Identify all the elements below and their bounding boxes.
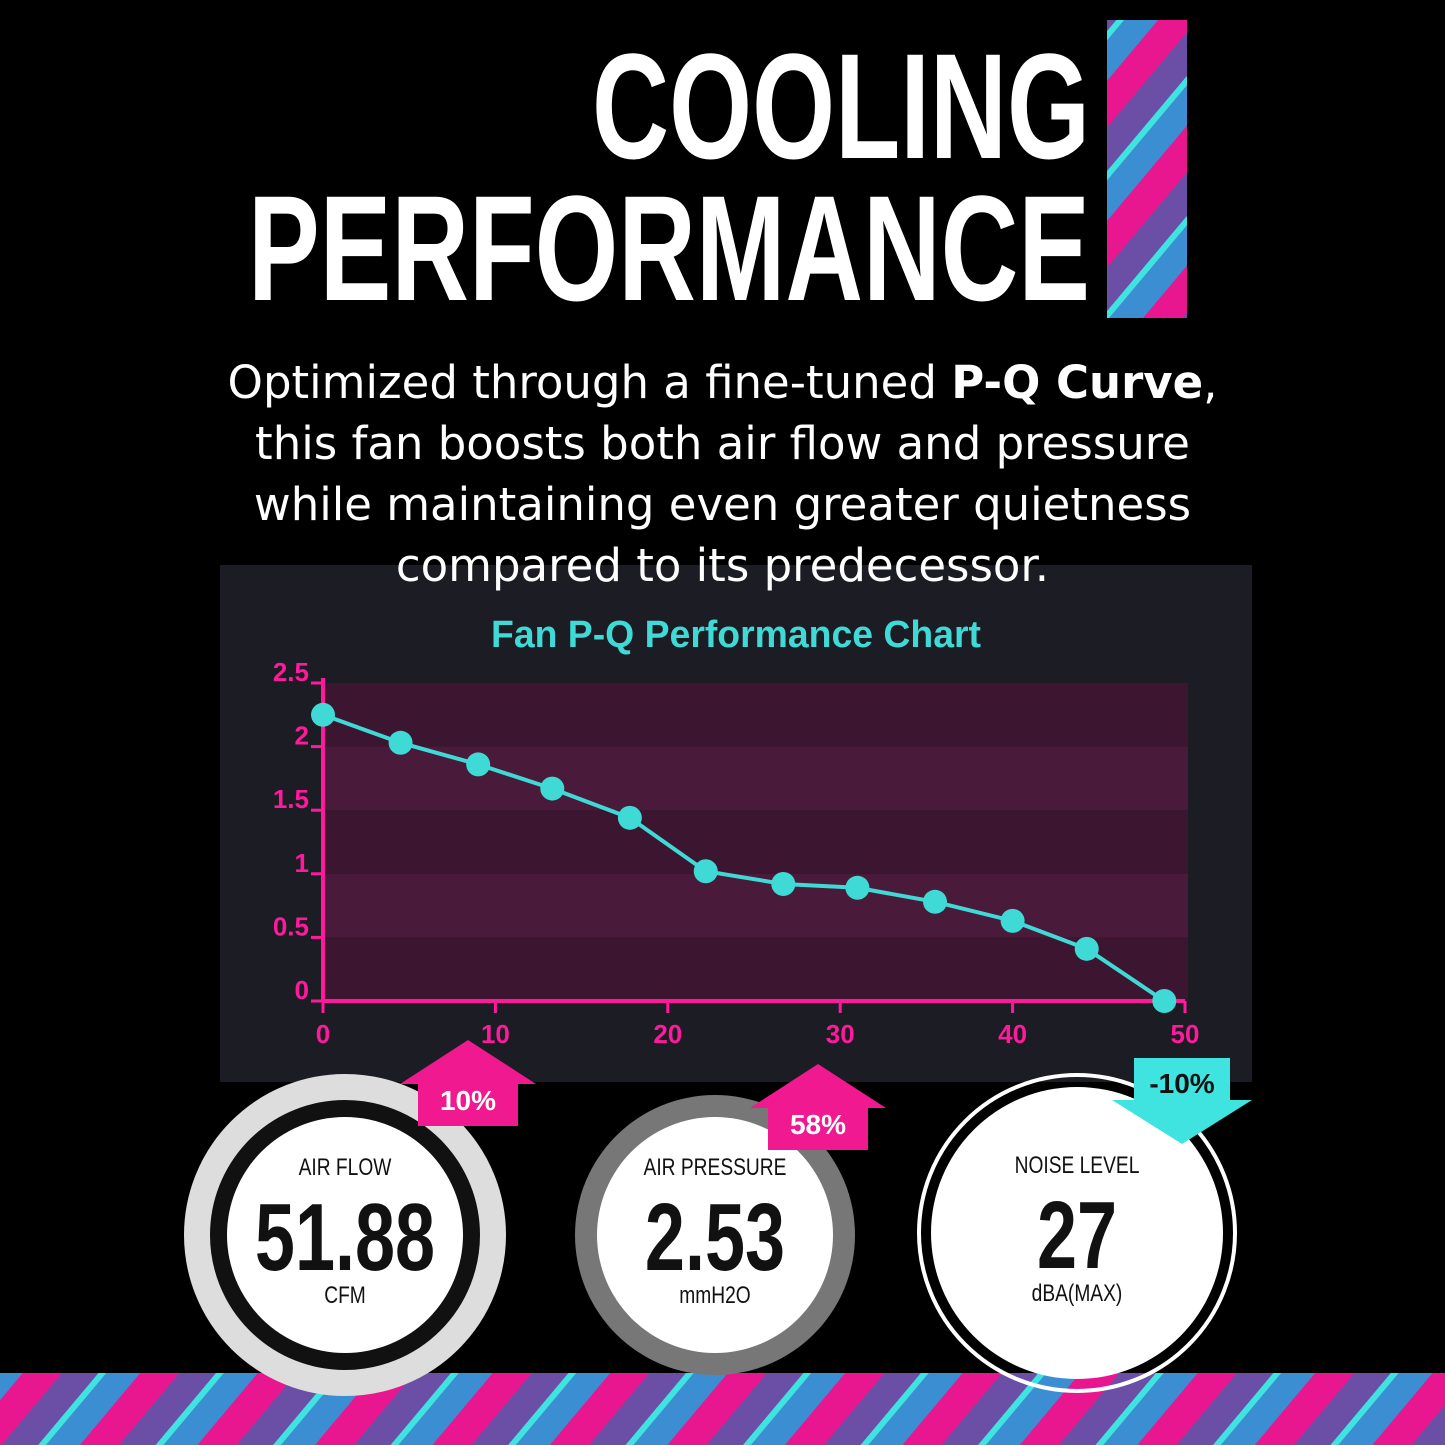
x-tick-label: 30 <box>826 1019 855 1049</box>
stat-unit: CFM <box>324 1281 366 1309</box>
grid-band <box>323 937 1188 1001</box>
point <box>388 730 413 755</box>
x-tick-label: 50 <box>1171 1019 1200 1049</box>
y-tick-label: 2.5 <box>273 657 309 687</box>
arrow <box>750 1064 886 1150</box>
stat-label: AIR FLOW <box>299 1153 392 1181</box>
x-tick-label: 20 <box>653 1019 682 1049</box>
point <box>1152 989 1177 1013</box>
description-segment: P-Q Curve <box>951 356 1204 409</box>
arrow <box>1112 1058 1252 1144</box>
point <box>923 889 948 914</box>
chart-title: Fan P-Q Performance Chart <box>491 614 981 656</box>
y-tick-label: 1.5 <box>273 784 309 814</box>
point <box>311 702 335 727</box>
stripe-banner <box>1107 20 1187 318</box>
y-tick-label: 1 <box>295 848 309 878</box>
stat-label: AIR PRESSURE <box>644 1153 787 1181</box>
description: Optimized through a fine-tuned P-Q Curve… <box>190 352 1255 596</box>
point <box>617 805 642 830</box>
change-label: 58% <box>790 1109 846 1140</box>
stat-unit: mmH2O <box>679 1281 750 1309</box>
description-segment: , this fan boosts both air flow and pres… <box>253 356 1218 592</box>
grid-band <box>323 683 1188 747</box>
stat-unit: dBA(MAX) <box>1032 1279 1123 1307</box>
ring <box>917 1073 1237 1393</box>
description-segment: Optimized through a fine-tuned <box>227 356 952 409</box>
badge <box>931 1087 1223 1379</box>
grid-band <box>323 746 1188 811</box>
point <box>1000 908 1025 933</box>
y-tick-label: 0 <box>295 975 309 1005</box>
point <box>540 776 565 801</box>
point <box>693 859 718 884</box>
stat-label: NOISE LEVEL <box>1015 1151 1140 1179</box>
point <box>466 752 491 777</box>
x-tick-label: 0 <box>316 1019 330 1049</box>
stripe-footer <box>0 1373 1445 1445</box>
point <box>845 875 870 900</box>
y-tick-label: 0.5 <box>273 911 309 941</box>
point <box>1074 936 1099 961</box>
point <box>771 871 796 896</box>
x-tick-label: 10 <box>481 1019 510 1049</box>
line <box>322 712 1166 1003</box>
change-label: 10% <box>440 1085 496 1116</box>
arrow <box>400 1040 536 1126</box>
stat-value: 51.88 <box>255 1183 435 1290</box>
stat-value: 2.53 <box>645 1183 785 1290</box>
y-tick-label: 2 <box>295 721 309 751</box>
title-line: COOLING <box>592 22 1090 190</box>
change-label: -10% <box>1149 1068 1214 1099</box>
x-tick-label: 40 <box>998 1019 1027 1049</box>
title-line: PERFORMANCE <box>248 164 1090 332</box>
stat-value: 27 <box>1037 1181 1117 1288</box>
grid-band <box>323 873 1188 938</box>
grid-band <box>323 810 1188 874</box>
badge <box>227 1117 463 1353</box>
badge <box>597 1117 833 1353</box>
